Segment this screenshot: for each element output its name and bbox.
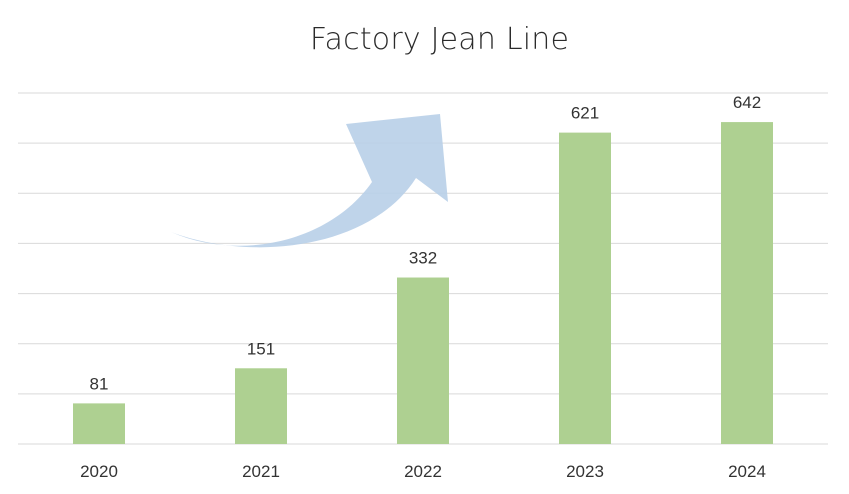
chart-title: Factory Jean Line — [309, 22, 570, 57]
x-tick-label-2024: 2024 — [728, 462, 766, 481]
data-label-2020: 81 — [90, 374, 109, 393]
trend-arrow-icon — [171, 114, 448, 248]
bar-2021 — [235, 368, 287, 444]
bars — [73, 122, 773, 444]
data-label-2021: 151 — [247, 339, 275, 358]
x-tick-labels: 2020 2021 2022 2023 2024 — [80, 462, 766, 481]
x-tick-label-2021: 2021 — [242, 462, 280, 481]
x-tick-label-2022: 2022 — [404, 462, 442, 481]
bar-2023 — [559, 132, 611, 444]
x-tick-label-2020: 2020 — [80, 462, 118, 481]
x-tick-label-2023: 2023 — [566, 462, 604, 481]
data-labels: 81 151 332 621 642 — [90, 93, 762, 393]
data-label-2023: 621 — [571, 104, 599, 123]
bar-2022 — [397, 277, 449, 444]
bar-2020 — [73, 403, 125, 444]
data-label-2022: 332 — [409, 249, 437, 268]
data-label-2024: 642 — [733, 93, 761, 112]
bar-2024 — [721, 122, 773, 444]
